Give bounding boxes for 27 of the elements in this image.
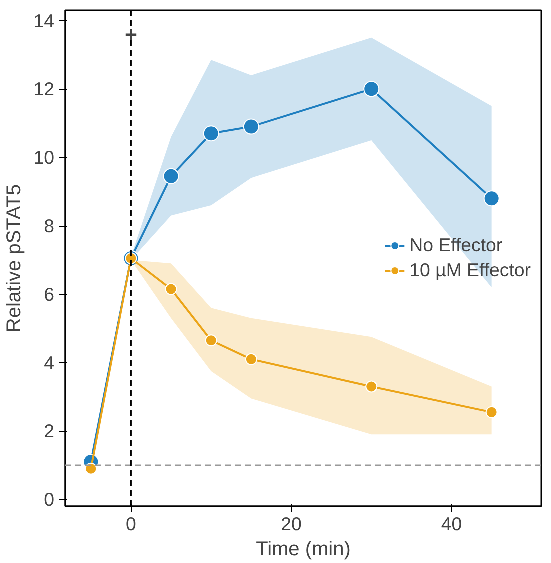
annotation: + [124,22,138,47]
y-tick-label: 10 [34,147,55,168]
y-tick-label: 6 [44,284,55,305]
y-tick-label: 0 [44,489,55,510]
point [245,353,258,366]
point [364,81,380,98]
x-axis-title: Time (min) [256,538,351,560]
point [205,334,218,347]
y-axis-title: Relative pSTAT5 [4,184,26,333]
point [165,283,178,296]
legend-label: No Effector [410,234,503,256]
y-tick-label: 12 [34,78,55,100]
y-tick-label: 14 [34,10,55,32]
point [203,126,220,142]
y-tick-label: 2 [44,420,55,442]
x-tick-label: 20 [281,514,302,534]
point [366,380,378,393]
point [243,118,260,135]
legend-label: 10 µM Effector [410,260,531,282]
x-tick-label: 40 [441,514,462,534]
y-tick-label: 4 [44,352,55,374]
x-tick-label: 0 [126,514,136,534]
point [163,168,180,184]
point [486,406,498,418]
point [484,190,500,207]
y-tick-label: 8 [44,216,55,237]
point [85,462,98,475]
